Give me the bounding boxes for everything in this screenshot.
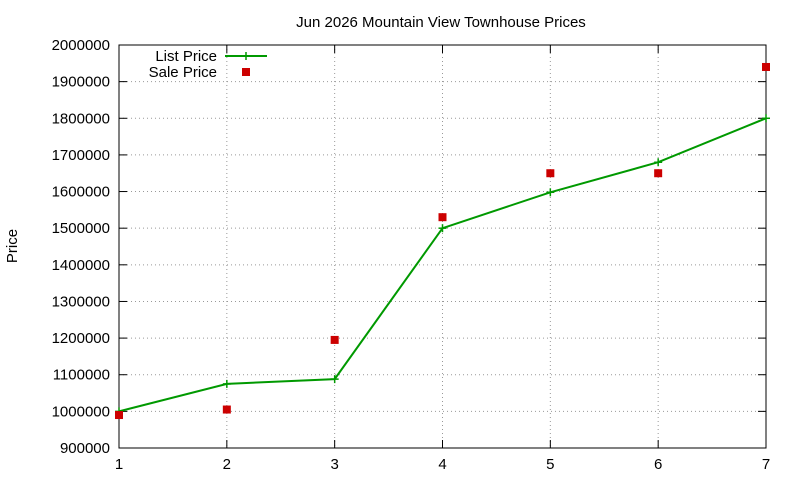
x-tick-label: 5 <box>546 456 554 473</box>
x-tick-label: 4 <box>438 456 446 473</box>
y-tick-label: 1600000 <box>52 184 110 201</box>
plot-frame <box>118 44 767 449</box>
y-tick-label: 1900000 <box>52 74 110 91</box>
y-tick-label: 1300000 <box>52 293 110 310</box>
y-axis-label: Price <box>4 229 21 263</box>
data-point-list-price <box>762 114 770 123</box>
axis-ticks: 900000 1000000 1100000 1200000 1300000 140000… <box>52 37 771 473</box>
series-layer <box>115 62 770 420</box>
data-point-list-price <box>222 379 231 388</box>
legend-marker-list-price <box>242 52 250 60</box>
x-tick-label: 2 <box>223 456 231 473</box>
y-tick-label: 1200000 <box>52 330 110 347</box>
y-tick-label: 2000000 <box>52 37 110 54</box>
data-point-sale-price <box>654 169 663 178</box>
chart-title: Jun 2026 Mountain View Townhouse Prices <box>296 14 586 31</box>
data-point-sale-price <box>222 405 231 414</box>
data-point-list-price <box>438 224 447 233</box>
data-point-sale-price <box>762 62 770 71</box>
legend-swatch-sale-price <box>242 68 250 76</box>
data-point-sale-price <box>330 335 339 344</box>
x-tick-label: 7 <box>762 456 770 473</box>
y-tick-label: 1700000 <box>52 147 110 164</box>
data-point-sale-price <box>115 411 123 420</box>
x-tick-label: 6 <box>654 456 662 473</box>
y-tick-label: 1400000 <box>52 257 110 274</box>
legend-label-list-price: List Price <box>155 48 217 65</box>
data-point-sale-price <box>546 169 555 178</box>
y-tick-label: 1100000 <box>53 367 110 384</box>
y-tick-label: 1500000 <box>52 220 110 237</box>
data-point-sale-price <box>438 213 447 222</box>
data-point-list-price <box>546 188 555 197</box>
x-tick-label: 1 <box>115 456 123 473</box>
y-tick-label: 900000 <box>60 440 110 457</box>
data-point-list-price <box>330 375 339 384</box>
y-tick-label: 1800000 <box>52 110 110 127</box>
series-sale-price <box>115 62 770 420</box>
x-tick-label: 3 <box>330 456 338 473</box>
legend-label-sale-price: Sale Price <box>149 64 217 81</box>
data-point-list-price <box>654 158 663 167</box>
y-tick-label: 1000000 <box>52 403 110 420</box>
series-line-list-price <box>118 117 767 413</box>
